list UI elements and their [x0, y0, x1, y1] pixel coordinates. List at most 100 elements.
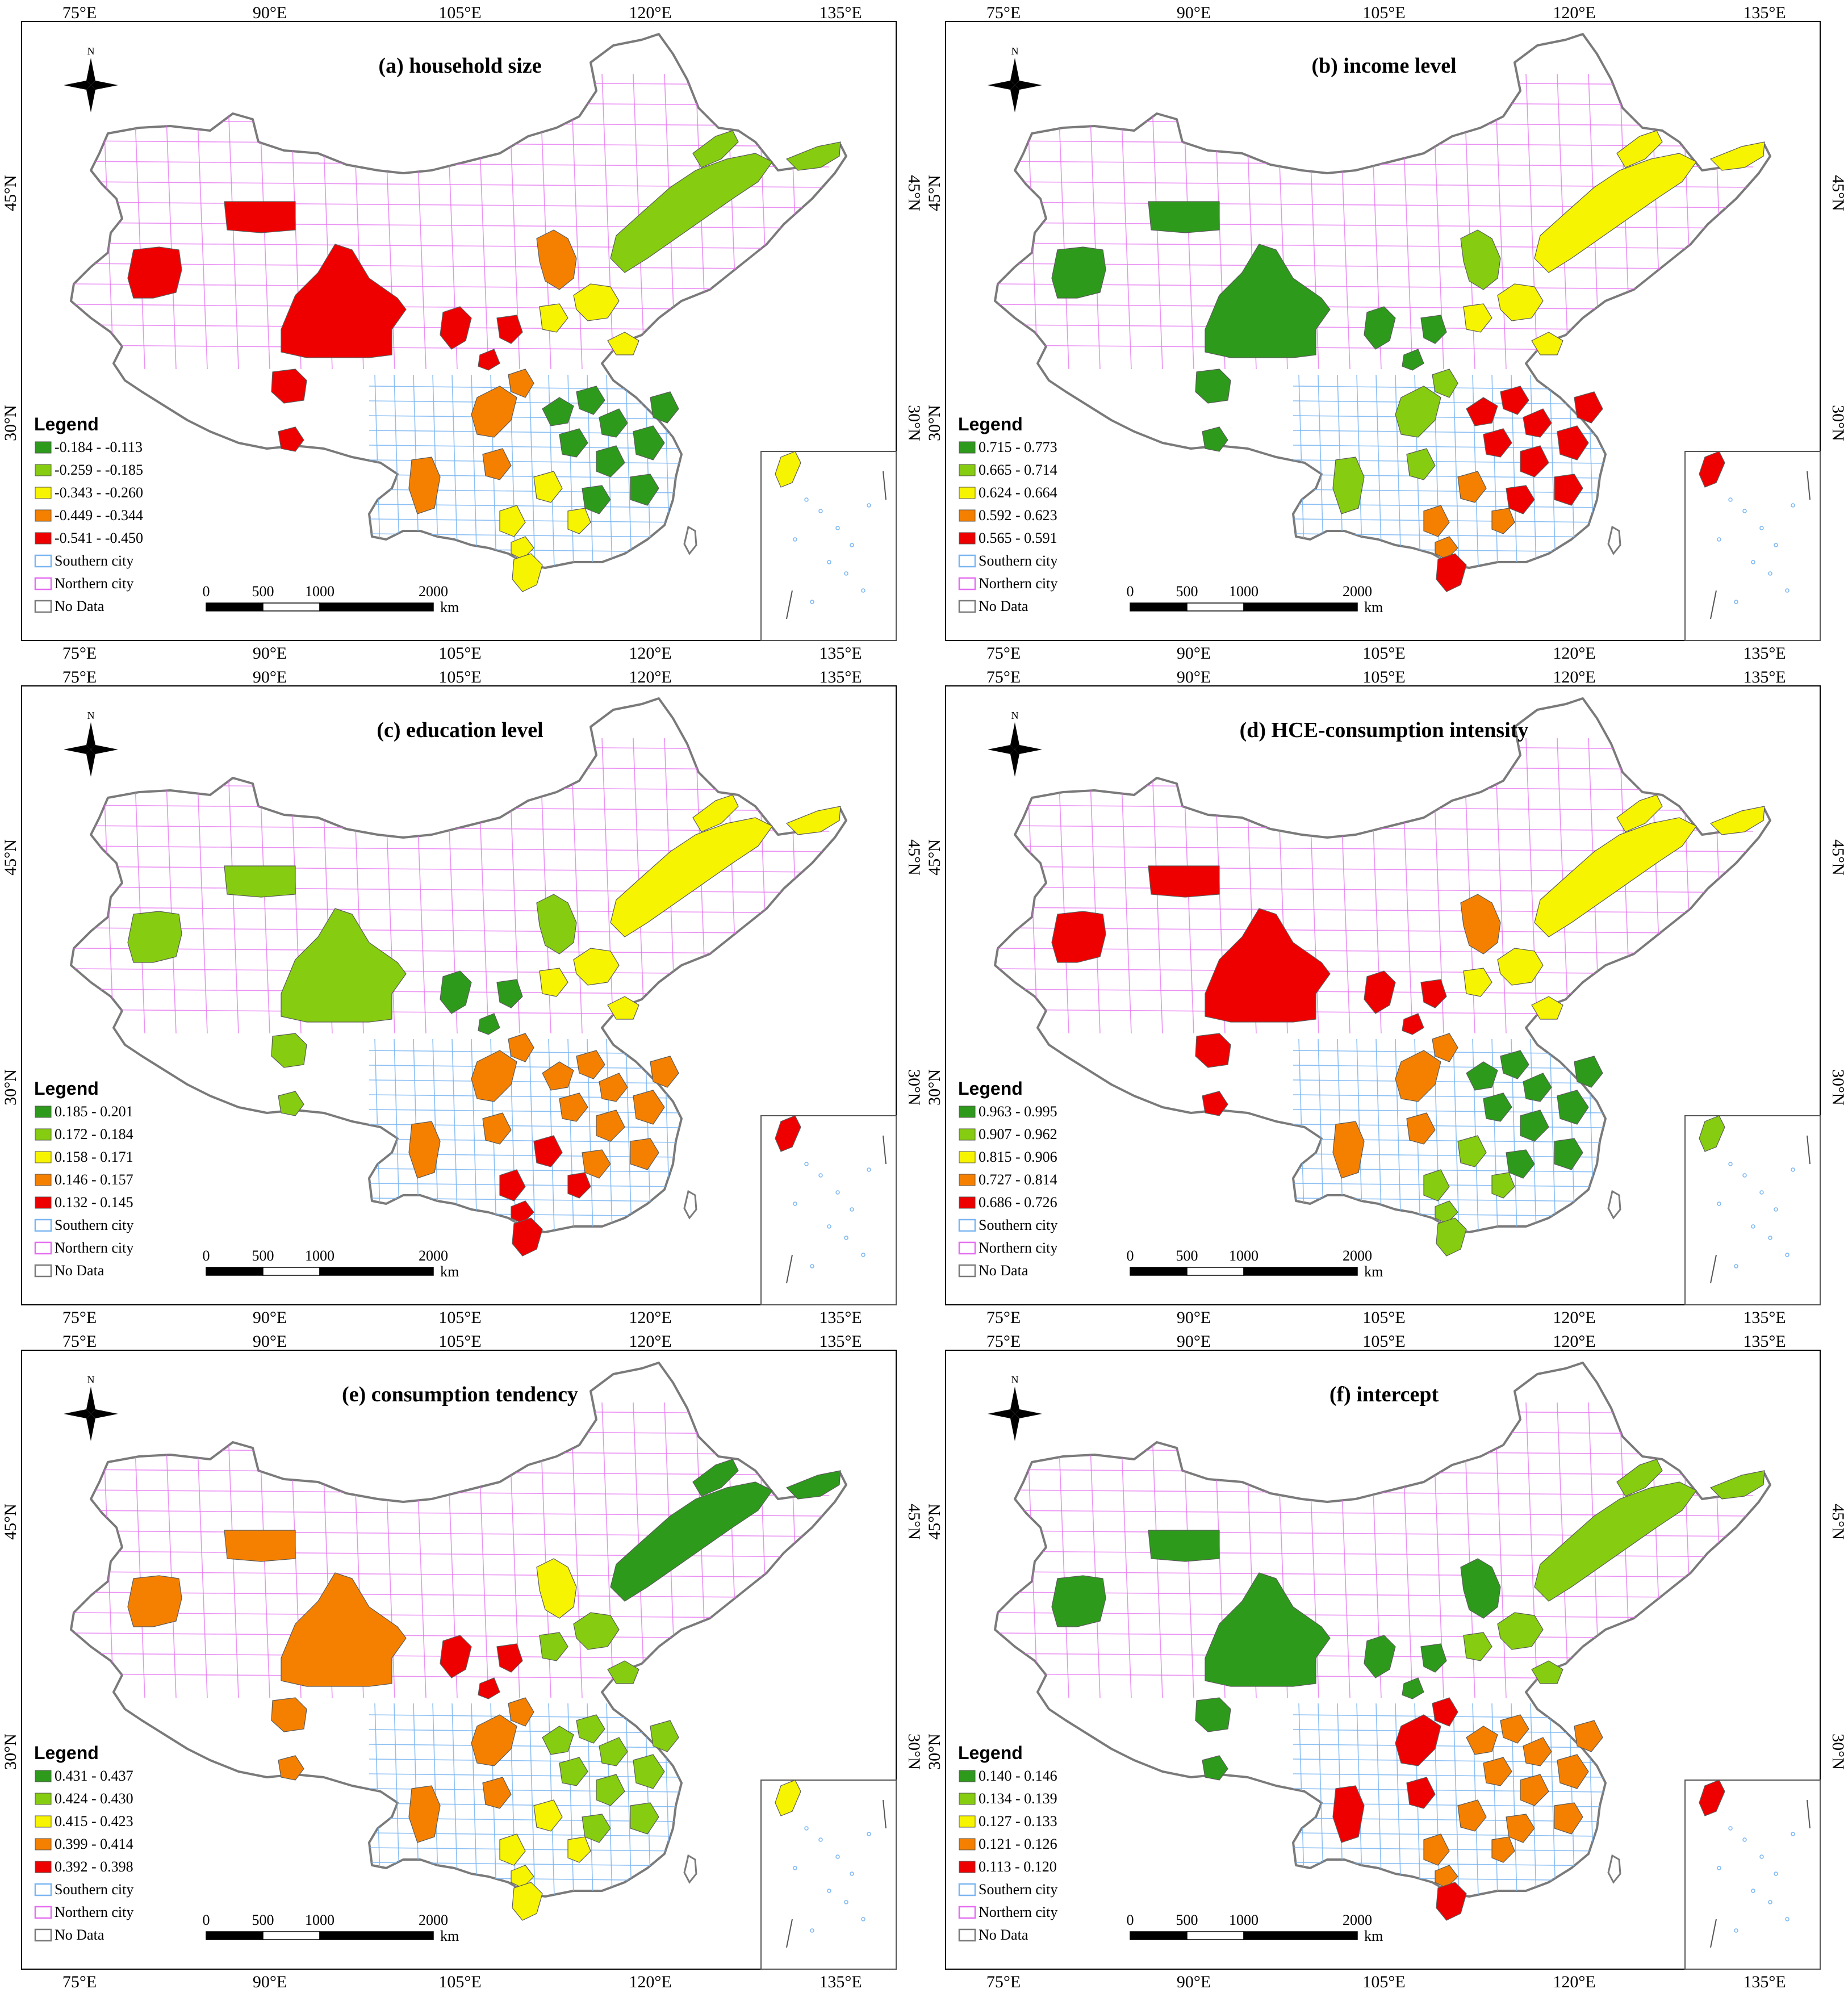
lon-label-top: 120°E: [629, 1332, 671, 1351]
legend-swatch-outline: [958, 1883, 976, 1896]
inset-island: [1734, 1928, 1738, 1933]
city-boundary-line: [1375, 1703, 1382, 1896]
city-region-sichuan: [1406, 1112, 1436, 1145]
legend-class-label: 0.665 - 0.714: [979, 462, 1057, 478]
city-boundary-line: [1549, 1039, 1556, 1232]
legend-swatch: [959, 1770, 976, 1782]
city-boundary-line: [997, 242, 1754, 249]
city-boundary-line: [997, 948, 1754, 954]
inset-island: [818, 1173, 823, 1178]
scale-tick-label: 500: [252, 583, 274, 600]
inset-island: [844, 571, 848, 576]
scale-tick-label: 500: [1176, 1247, 1198, 1264]
city-boundary-line: [451, 1703, 458, 1896]
city-region-xinjiang: [1195, 369, 1231, 404]
city-boundary-line: [529, 1703, 536, 1896]
city-region-central-east: [1557, 425, 1589, 460]
scale-bar-segment: [262, 602, 320, 612]
lat-label-right: 30°N: [905, 405, 923, 441]
city-region-central-east: [1483, 1757, 1512, 1786]
inset-island: [850, 543, 854, 547]
city-region-north-china: [539, 968, 568, 997]
inset-island: [1774, 1207, 1778, 1212]
legend-southern-label: Southern city: [55, 1217, 133, 1233]
city-region-inner-mongolia: [536, 1558, 577, 1619]
city-region-north-china: [607, 1660, 639, 1684]
city-region-central-south: [1457, 471, 1487, 503]
taiwan-outline: [1607, 1190, 1621, 1220]
north-label: N: [1011, 710, 1019, 721]
north-label: N: [87, 45, 95, 57]
north-label: N: [1011, 45, 1019, 57]
city-region-xinjiang: [1148, 201, 1220, 233]
legend-swatch-outline: [958, 1928, 976, 1942]
legend-swatch: [35, 1770, 52, 1782]
city-region-central-east: [630, 1802, 659, 1835]
city-region-northwest: [440, 306, 472, 350]
city-boundary-line: [1293, 1183, 1606, 1187]
legend-northern-label: Northern city: [55, 575, 133, 592]
lon-label-top: 135°E: [819, 3, 862, 22]
inset-island: [793, 1201, 797, 1206]
legend-swatch: [35, 1793, 52, 1805]
inset-dash: [883, 1135, 887, 1165]
panel-title: (a) household size: [378, 54, 541, 78]
city-region-northeast: [1534, 1481, 1697, 1602]
city-region-central-south: [511, 1200, 534, 1224]
city-region-central-east: [559, 428, 588, 458]
city-region-central-south: [499, 1169, 526, 1201]
city-region-xinjiang: [1202, 1755, 1228, 1781]
legend-swatch: [35, 1106, 52, 1118]
legend-northern-label: Northern city: [55, 1904, 133, 1920]
city-boundary-line: [73, 1571, 830, 1578]
lat-label-left: 45°N: [925, 839, 944, 876]
city-region-northwest: [1402, 349, 1424, 371]
city-region-north-china: [573, 948, 620, 986]
colored-cities: [127, 794, 841, 1257]
inset-island: [867, 503, 871, 508]
city-boundary-line: [73, 907, 830, 914]
city-region-central-east: [1466, 1726, 1498, 1755]
lat-label-left: 30°N: [925, 1069, 944, 1106]
city-region-xinjiang: [278, 1755, 304, 1781]
lon-label-top: 90°E: [1177, 1332, 1211, 1351]
city-region-sichuan: [482, 1777, 512, 1809]
inset-coast-region: [775, 451, 801, 488]
scale-bar-segment: [262, 1931, 320, 1940]
legend-southern-label: Southern city: [979, 552, 1057, 569]
inset-coast-region: [775, 1115, 801, 1152]
city-boundary-line: [73, 784, 830, 791]
scale-unit: km: [1364, 1928, 1383, 1944]
lon-label-bottom: 105°E: [438, 1973, 481, 1991]
city-boundary-line: [601, 73, 614, 370]
legend-class-label: 0.392 - 0.398: [55, 1858, 133, 1875]
city-region-central-east: [596, 1774, 625, 1806]
lon-label-top: 135°E: [819, 668, 862, 686]
taiwan-outline: [683, 1190, 697, 1220]
inset-island: [1717, 1201, 1721, 1206]
inset-island: [1759, 1190, 1764, 1195]
legend-swatch: [35, 1151, 52, 1163]
legend-swatch-outline: [958, 1219, 976, 1232]
legend-heading: Legend: [958, 1078, 1023, 1099]
map-frame: [945, 1350, 1821, 1970]
legend-swatch-outline: [34, 1883, 52, 1896]
city-region-north-china: [1497, 948, 1544, 986]
city-region-central-east: [1520, 1774, 1549, 1806]
lon-label-top: 120°E: [629, 668, 671, 686]
city-boundary-line: [1713, 738, 1725, 1034]
taiwan-outline: [1607, 1854, 1621, 1884]
city-region-xinjiang: [1195, 1697, 1231, 1732]
city-boundary-line: [997, 1448, 1754, 1455]
inset-island: [810, 1264, 814, 1268]
panel-title: (b) income level: [1311, 54, 1456, 78]
lat-label-right: 45°N: [1829, 175, 1847, 211]
map-canvas: 75°E 75°E 90°E 90°E 105°E 105°E 120°E 120°E 135°…: [1, 668, 923, 1327]
city-boundary-line: [529, 374, 536, 568]
legend-northern-label: Northern city: [979, 1904, 1057, 1920]
city-region-sichuan: [1432, 1697, 1458, 1727]
scale-tick-label: 1000: [1229, 1912, 1259, 1928]
scale-tick-label: 500: [252, 1247, 274, 1264]
inset-island: [1774, 543, 1778, 547]
legend-swatch: [959, 1174, 976, 1186]
